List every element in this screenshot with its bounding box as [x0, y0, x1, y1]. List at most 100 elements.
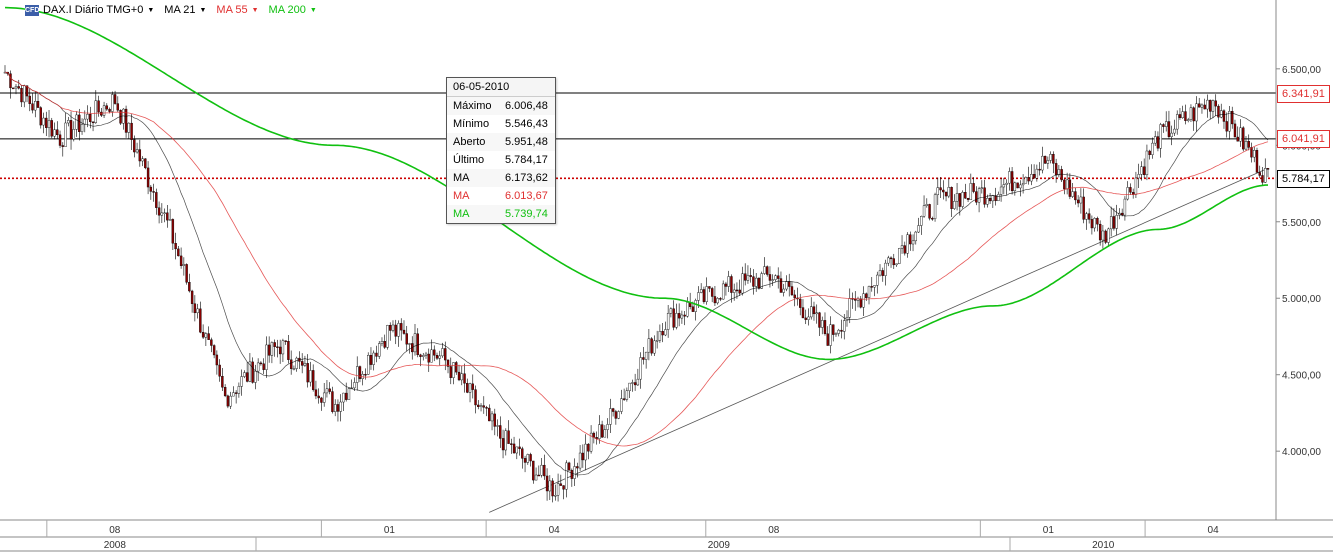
x-month-label: 08: [768, 525, 780, 536]
candle-body: [400, 323, 403, 331]
candle-body: [127, 122, 131, 133]
candle-body: [1211, 100, 1215, 112]
candle-body: [47, 120, 51, 128]
candle-body: [554, 495, 557, 497]
candle-body: [565, 462, 568, 490]
candle-body: [292, 368, 296, 370]
candle-body: [61, 145, 64, 147]
candle-body: [375, 352, 378, 357]
candle-body: [251, 361, 254, 383]
candle-body: [903, 245, 906, 254]
candle-body: [339, 401, 342, 412]
candle-body: [749, 275, 752, 277]
candle-body: [1217, 105, 1220, 118]
candle-body: [199, 308, 202, 333]
candle-body: [603, 429, 607, 438]
candle-body: [738, 289, 741, 294]
ma21-selector[interactable]: MA 21 ▼: [164, 4, 207, 16]
candle-body: [69, 120, 73, 140]
candle-body: [881, 270, 884, 276]
tooltip-value: 5.546,43: [505, 118, 548, 130]
candle-body: [466, 383, 469, 393]
candle-body: [474, 389, 477, 406]
candle-body: [435, 355, 439, 359]
candle-body: [188, 282, 191, 292]
candle-body: [925, 204, 928, 206]
candle-body: [36, 101, 40, 108]
candle-body: [955, 193, 959, 202]
candle-body: [1239, 127, 1242, 142]
candle-body: [402, 329, 406, 334]
candle-body: [920, 216, 923, 226]
candle-body: [72, 129, 75, 140]
candle-body: [843, 320, 846, 332]
candle-body: [325, 388, 329, 394]
candle-body: [1167, 121, 1171, 137]
candle-body: [267, 344, 271, 356]
candle-body: [512, 443, 516, 454]
candle-body: [1093, 218, 1096, 229]
candle-body: [479, 405, 483, 407]
candle-body: [911, 240, 915, 245]
candle-body: [975, 191, 978, 203]
candle-body: [383, 341, 386, 348]
y-tick-label: 5.000,00: [1282, 294, 1321, 305]
candle-body: [928, 204, 931, 219]
candle-body: [369, 355, 373, 365]
candle-body: [620, 398, 623, 412]
candle-body: [950, 187, 953, 209]
candle-body: [378, 343, 381, 357]
candle-body: [1181, 111, 1184, 119]
candle-body: [958, 193, 962, 207]
candle-body: [642, 357, 645, 360]
candle-body: [1032, 174, 1036, 179]
ma55-selector[interactable]: MA 55 ▼: [216, 4, 259, 16]
candle-body: [862, 293, 865, 308]
candle-body: [757, 277, 761, 289]
candle-body: [499, 425, 502, 439]
horizontal-levels: [0, 92, 1276, 180]
candle-body: [832, 324, 835, 335]
candle-body: [493, 413, 496, 427]
candle-body: [358, 366, 362, 379]
candle-body: [713, 296, 717, 304]
candle-body: [452, 362, 455, 378]
candle-body: [1164, 121, 1168, 127]
tooltip-row: Mínimo 5.546,43: [447, 115, 555, 133]
candle-body: [28, 95, 31, 104]
candle-body: [347, 388, 351, 400]
candle-body: [1035, 168, 1039, 179]
candle-body: [669, 308, 673, 314]
tooltip-value: 6.013,67: [505, 190, 548, 202]
candle-body: [705, 286, 708, 302]
candle-body: [234, 392, 238, 394]
x-month-label: 04: [1208, 525, 1220, 536]
candle-body: [936, 187, 940, 196]
candle-body: [730, 276, 733, 293]
symbol-selector[interactable]: CFD DAX.I Diário TMG+0 ▼: [25, 4, 155, 16]
candle-body: [873, 285, 876, 288]
candle-body: [576, 466, 579, 469]
candle-body: [766, 266, 769, 275]
trendline: [489, 167, 1269, 513]
candle-body: [997, 194, 1000, 202]
candle-body: [939, 187, 942, 191]
candle-body: [477, 404, 480, 407]
candle-body: [1175, 114, 1179, 130]
candle-body: [677, 313, 681, 319]
candle-body: [909, 234, 912, 245]
candle-body: [810, 306, 813, 318]
ma200-selector[interactable]: MA 200 ▼: [268, 4, 317, 16]
candle-body: [405, 333, 408, 345]
candle-body: [1010, 171, 1014, 192]
candle-body: [567, 462, 571, 471]
candle-body: [743, 273, 747, 281]
candle-body: [1041, 155, 1044, 171]
candle-body: [587, 443, 590, 452]
candle-body: [367, 355, 370, 375]
candle-body: [1052, 153, 1055, 164]
candle-body: [870, 286, 873, 288]
candle-body: [12, 87, 15, 90]
